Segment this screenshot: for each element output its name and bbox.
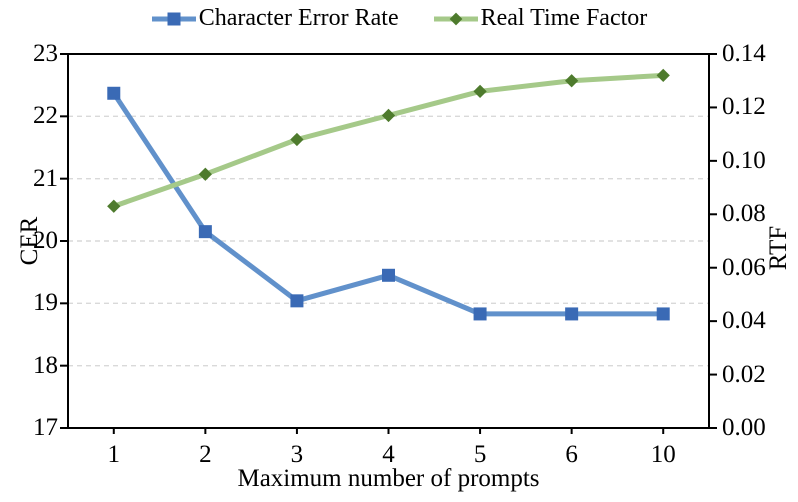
x-axis-title: Maximum number of prompts xyxy=(237,465,540,492)
x-axis-tick-label: 6 xyxy=(565,441,578,468)
x-axis-tick-label: 4 xyxy=(382,441,395,468)
x-axis-tick-label: 3 xyxy=(290,441,304,468)
data-point-square xyxy=(656,307,670,321)
data-point-square xyxy=(107,86,121,100)
right-axis-tick-label: 0.14 xyxy=(722,40,766,67)
data-point-square xyxy=(473,307,487,321)
data-point-square xyxy=(382,268,395,282)
data-point-diamond xyxy=(381,108,396,123)
right-axis-title: RTF xyxy=(765,225,792,271)
data-point-square xyxy=(198,225,212,239)
data-point-diamond xyxy=(198,167,213,181)
right-axis-tick-label: 0.10 xyxy=(722,146,766,174)
right-axis-tick-label: 0.04 xyxy=(722,307,766,335)
rtf-legend-marker-icon xyxy=(433,12,478,25)
data-point-diamond xyxy=(107,199,121,213)
x-axis-tick-label: 5 xyxy=(473,441,487,468)
cer-legend-marker-icon xyxy=(151,12,196,25)
x-axis-tick-label: 2 xyxy=(199,441,212,468)
right-axis-tick-label: 0.12 xyxy=(722,93,766,121)
right-axis-tick-label: 0.02 xyxy=(722,360,766,388)
left-axis-tick-label: 19 xyxy=(33,289,58,317)
legend-item-real-time-factor: Real Time Factor xyxy=(433,5,648,32)
right-axis-tick-label: 0.06 xyxy=(722,253,766,281)
data-point-diamond xyxy=(656,68,670,83)
left-axis-tick-label: 21 xyxy=(33,164,58,192)
data-point-diamond xyxy=(564,74,579,88)
legend-item-character-error-rate: Character Error Rate xyxy=(151,5,399,32)
left-axis-tick-label: 17 xyxy=(33,414,58,441)
legend-label-cer: Character Error Rate xyxy=(198,5,399,31)
data-point-diamond xyxy=(290,132,304,147)
x-axis-tick-label: 10 xyxy=(650,441,676,468)
left-axis-tick-label: 20 xyxy=(33,227,58,254)
right-axis-tick-label: 0.00 xyxy=(722,414,766,441)
data-point-square xyxy=(565,307,579,321)
data-point-diamond xyxy=(473,84,487,99)
left-axis-title: CER xyxy=(16,216,43,266)
x-axis-tick-label: 1 xyxy=(107,441,121,468)
data-point-square xyxy=(290,294,304,308)
series-line-1 xyxy=(111,72,666,209)
left-axis-tick-label: 23 xyxy=(33,40,58,67)
left-axis-tick-label: 18 xyxy=(33,351,58,379)
right-axis-tick-label: 0.08 xyxy=(722,200,766,228)
left-axis-tick-label: 22 xyxy=(33,102,58,130)
chart-legend: Character Error Rate Real Time Factor xyxy=(0,5,798,32)
legend-label-rtf: Real Time Factor xyxy=(480,5,648,31)
